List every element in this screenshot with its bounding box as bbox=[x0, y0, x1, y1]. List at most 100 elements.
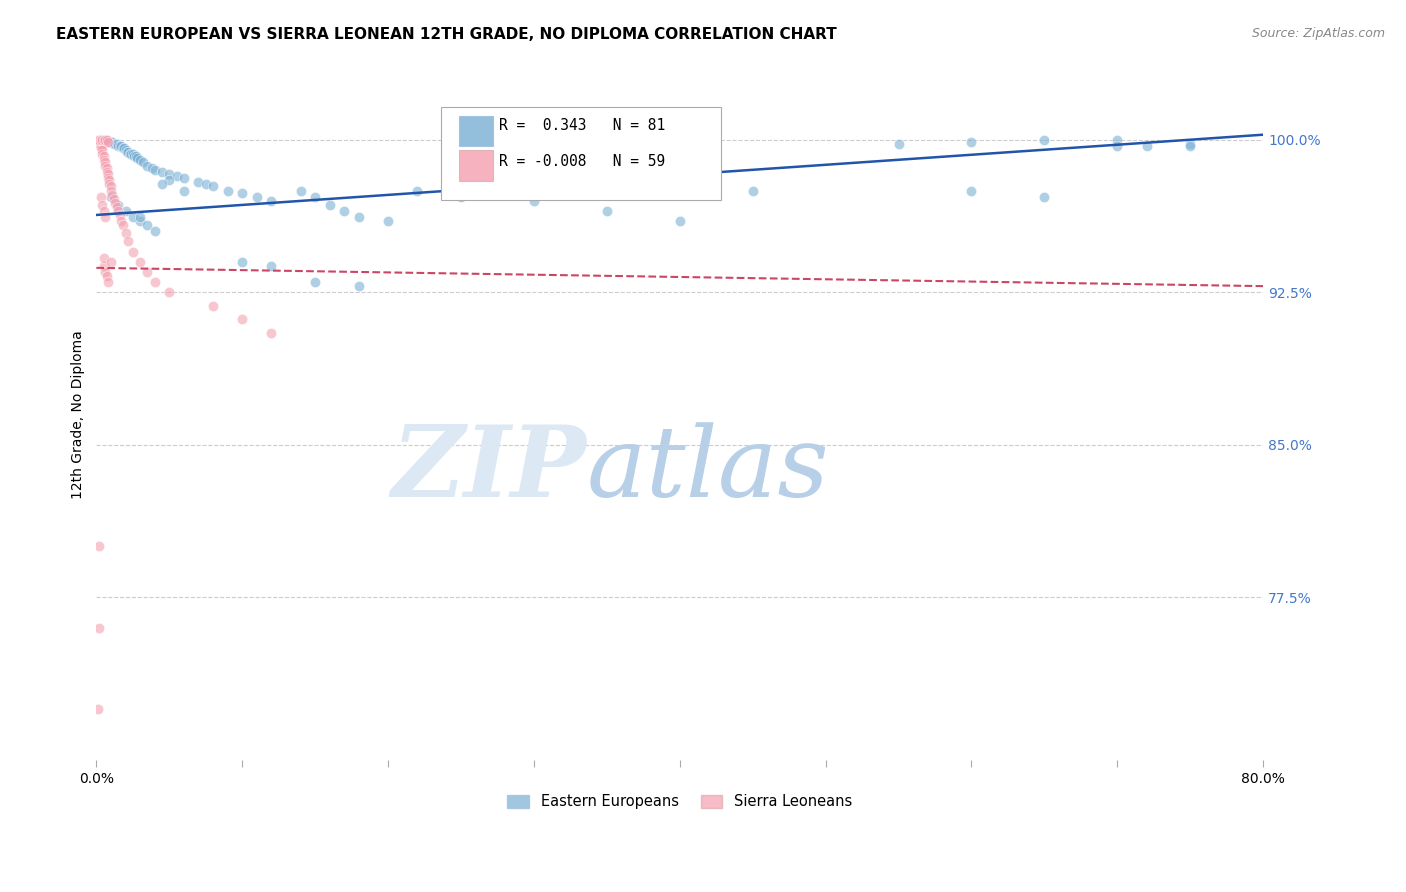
Point bbox=[136, 159, 159, 173]
Point bbox=[96, 161, 118, 176]
Point bbox=[97, 135, 120, 149]
Point bbox=[90, 138, 112, 153]
Point bbox=[118, 147, 141, 161]
Point bbox=[94, 210, 117, 224]
Text: R =  0.343   N = 81: R = 0.343 N = 81 bbox=[499, 119, 665, 134]
Point bbox=[741, 184, 763, 198]
Text: atlas: atlas bbox=[586, 422, 830, 517]
Point bbox=[129, 214, 152, 228]
Point bbox=[141, 161, 163, 176]
Point bbox=[107, 198, 129, 212]
Point bbox=[89, 136, 111, 151]
FancyBboxPatch shape bbox=[460, 150, 494, 180]
Point bbox=[91, 198, 114, 212]
Point bbox=[143, 224, 166, 238]
Point bbox=[108, 208, 131, 222]
Point bbox=[1107, 138, 1129, 153]
Point bbox=[97, 275, 120, 289]
Point bbox=[523, 194, 546, 208]
Point bbox=[97, 135, 120, 149]
Point bbox=[89, 133, 111, 147]
Point bbox=[117, 145, 139, 159]
Point bbox=[1180, 136, 1202, 151]
Point bbox=[97, 171, 120, 186]
Point bbox=[103, 192, 125, 206]
Point bbox=[98, 135, 121, 149]
Point bbox=[143, 275, 166, 289]
Point bbox=[101, 135, 124, 149]
Point bbox=[87, 133, 110, 147]
Point bbox=[887, 136, 910, 151]
Point bbox=[157, 167, 180, 181]
Point bbox=[93, 133, 115, 147]
Point bbox=[107, 203, 129, 218]
Point bbox=[187, 176, 209, 190]
Point bbox=[166, 169, 188, 184]
Point bbox=[108, 138, 131, 153]
Point bbox=[319, 198, 342, 212]
Point bbox=[91, 147, 114, 161]
Point bbox=[94, 265, 117, 279]
Point bbox=[100, 179, 122, 194]
Point bbox=[124, 149, 146, 163]
Point bbox=[1033, 133, 1056, 147]
Point bbox=[173, 184, 195, 198]
Point bbox=[87, 135, 110, 149]
Point bbox=[91, 143, 114, 157]
Point bbox=[111, 218, 134, 232]
Point bbox=[231, 186, 253, 200]
Text: R = -0.008   N = 59: R = -0.008 N = 59 bbox=[499, 154, 665, 169]
Point bbox=[121, 147, 143, 161]
Point bbox=[377, 214, 399, 228]
Point bbox=[90, 141, 112, 155]
Point bbox=[127, 151, 149, 165]
Point bbox=[129, 153, 152, 167]
Point bbox=[107, 138, 129, 153]
Point bbox=[110, 138, 132, 153]
Point bbox=[101, 187, 124, 202]
Point bbox=[105, 200, 128, 214]
Point bbox=[97, 167, 120, 181]
Point bbox=[91, 133, 114, 147]
Point bbox=[290, 184, 312, 198]
Point bbox=[93, 149, 115, 163]
Point bbox=[260, 194, 283, 208]
Point bbox=[120, 147, 142, 161]
Legend: Eastern Europeans, Sierra Leoneans: Eastern Europeans, Sierra Leoneans bbox=[502, 789, 858, 815]
Point bbox=[100, 189, 122, 203]
Point bbox=[150, 178, 173, 192]
Point bbox=[173, 171, 195, 186]
Point bbox=[1180, 138, 1202, 153]
Point bbox=[406, 184, 429, 198]
Point bbox=[114, 227, 136, 241]
Point bbox=[110, 214, 132, 228]
Point bbox=[129, 210, 152, 224]
Point bbox=[960, 184, 983, 198]
Point bbox=[194, 178, 217, 192]
Point bbox=[104, 195, 127, 210]
Point bbox=[103, 136, 125, 151]
FancyBboxPatch shape bbox=[440, 106, 721, 200]
Text: ZIP: ZIP bbox=[391, 421, 586, 518]
Point bbox=[121, 244, 143, 259]
Point bbox=[114, 203, 136, 218]
Point bbox=[117, 235, 139, 249]
Point bbox=[231, 254, 253, 268]
Point bbox=[231, 311, 253, 326]
Point bbox=[136, 265, 159, 279]
Point bbox=[100, 135, 122, 149]
Point bbox=[347, 279, 370, 293]
Point bbox=[125, 149, 148, 163]
Point bbox=[333, 203, 356, 218]
Point bbox=[96, 133, 118, 147]
Point bbox=[93, 133, 115, 147]
Point bbox=[202, 300, 225, 314]
Point bbox=[668, 214, 690, 228]
Point bbox=[150, 165, 173, 179]
Point bbox=[100, 254, 122, 268]
Point bbox=[93, 203, 115, 218]
Y-axis label: 12th Grade, No Diploma: 12th Grade, No Diploma bbox=[72, 330, 86, 499]
Point bbox=[94, 133, 117, 147]
Point bbox=[100, 184, 122, 198]
Point bbox=[157, 285, 180, 300]
